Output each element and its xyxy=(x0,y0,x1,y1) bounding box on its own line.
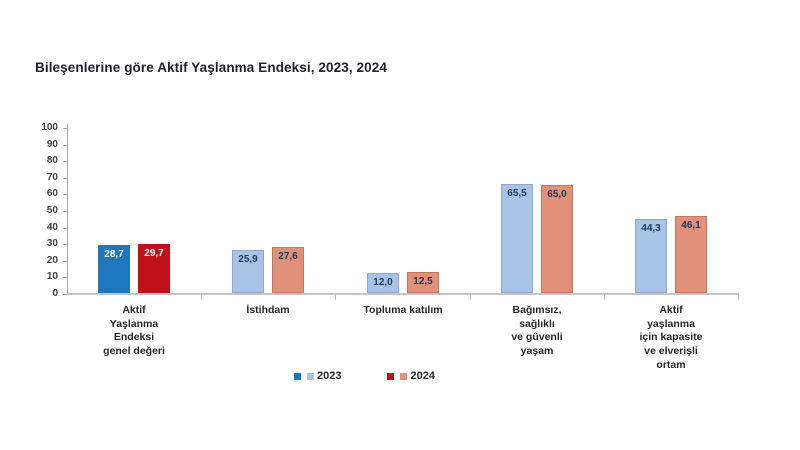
y-axis-tick-mark xyxy=(63,211,67,212)
legend-label: 2024 xyxy=(410,370,435,382)
y-axis-tick-label: 100 xyxy=(41,122,58,133)
category-label: Topluma katılım xyxy=(363,304,443,316)
category-tick-mark xyxy=(470,295,471,300)
y-axis-tick-label: 90 xyxy=(46,138,58,150)
y-axis-tick-mark xyxy=(63,277,67,279)
y-axis-tick-label: 0 xyxy=(52,288,58,299)
y-axis-tick-mark xyxy=(63,294,67,295)
bar-value-label: 29,7 xyxy=(144,248,164,259)
legend-swatch-light xyxy=(307,373,314,380)
bar-2024: 12,5 xyxy=(407,272,439,293)
category-tick-mark xyxy=(335,295,336,300)
bar-value-label: 44,3 xyxy=(641,223,661,234)
legend-swatch-dark xyxy=(387,373,395,380)
category-label: Bağımsız, sağlıklı ve güvenli yaşam xyxy=(511,304,563,357)
plot-area: 0 10 20 30 40 50 60 70 80 90 100 28,7 29,7 25,9 27,6 1… xyxy=(41,123,739,371)
legend-item-2024: 2024 xyxy=(387,370,435,382)
bar-value-label: 28,7 xyxy=(104,249,124,260)
y-axis-tick-label: 80 xyxy=(46,155,58,167)
bar-2023: 25,9 xyxy=(232,250,264,293)
y-axis-tick-label: 40 xyxy=(46,221,58,233)
x-axis-baseline xyxy=(67,293,739,295)
bar-2023: 12,0 xyxy=(367,273,399,293)
y-axis-tick-label: 30 xyxy=(46,238,58,250)
category-label: Aktif yaşlanma için kapasite ve elverişl… xyxy=(639,304,703,371)
category-tick-mark xyxy=(201,295,202,300)
y-axis-tick-mark xyxy=(63,194,67,196)
bar-value-label: 12,5 xyxy=(413,276,433,287)
bar-value-label: 12,0 xyxy=(373,277,393,288)
y-axis-tick-label: 10 xyxy=(46,271,58,283)
bar-2024: 27,6 xyxy=(272,247,304,293)
bar-2024: 46,1 xyxy=(675,216,707,293)
y-axis-tick-label: 20 xyxy=(46,254,58,266)
bar-value-label: 27,6 xyxy=(278,251,298,262)
category-label: Aktif Yaşlanma Endeksi genel değeri xyxy=(103,304,165,357)
bar-2024: 65,0 xyxy=(541,185,573,293)
bar-value-label: 46,1 xyxy=(681,220,701,231)
y-axis-tick-mark xyxy=(63,244,67,246)
category-label: İstihdam xyxy=(246,304,290,316)
category-tick-mark xyxy=(604,295,605,300)
y-axis-tick-mark xyxy=(63,177,67,179)
y-axis-tick-mark xyxy=(63,161,67,163)
bar-2023: 28,7 xyxy=(98,245,130,293)
y-axis-tick-label: 60 xyxy=(46,188,58,200)
bar-value-label: 65,0 xyxy=(547,189,567,200)
legend-swatch-dark xyxy=(294,373,301,380)
bar-2023: 65,5 xyxy=(501,184,533,293)
bar-2023: 44,3 xyxy=(635,219,667,293)
y-axis-tick-label: 70 xyxy=(46,171,58,183)
y-axis-tick-mark xyxy=(63,144,67,146)
bar-value-label: 25,9 xyxy=(238,254,258,265)
chart-title: Bileşenlerine göre Aktif Yaşlanma Endeks… xyxy=(35,60,387,75)
legend: 2023 2024 xyxy=(294,371,435,382)
legend-swatch-light xyxy=(400,373,408,380)
bar-2024: 29,7 xyxy=(138,244,170,293)
legend-item-2023: 2023 xyxy=(294,371,341,382)
y-axis-tick-mark xyxy=(63,128,67,129)
bar-value-label: 65,5 xyxy=(507,188,527,199)
legend-label: 2023 xyxy=(317,370,342,382)
y-axis-line xyxy=(67,124,68,294)
category-tick-mark xyxy=(738,295,739,300)
y-axis-tick-mark xyxy=(63,260,67,262)
y-axis-tick-label: 50 xyxy=(46,205,58,216)
y-axis-tick-mark xyxy=(63,227,67,229)
